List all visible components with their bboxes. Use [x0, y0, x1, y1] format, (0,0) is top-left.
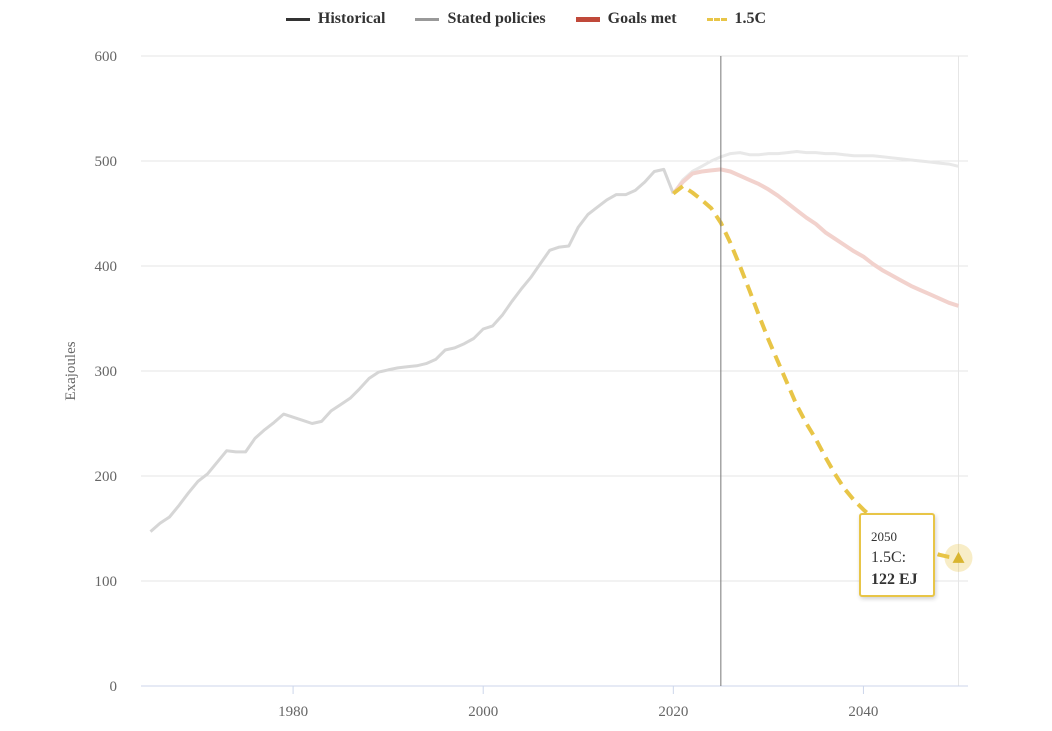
legend-item-1-5c[interactable]: 1.5C: [706, 10, 767, 28]
legend-swatch-historical: [285, 17, 310, 21]
markers: [720, 56, 973, 686]
x-tick-1980: 1980: [278, 704, 308, 720]
legend-item-historical[interactable]: Historical: [285, 10, 386, 28]
hover-point-triangle[interactable]: [952, 551, 965, 563]
x-tick-labels: 1980 2000 2020 2040: [278, 686, 878, 720]
legend-item-stated-policies[interactable]: Stated policies: [415, 10, 546, 28]
legend-swatch-goals-met: [575, 16, 600, 22]
legend-label-1-5c: 1.5C: [734, 10, 767, 27]
x-tick-2040: 2040: [848, 704, 878, 720]
y-tick-400: 400: [95, 259, 118, 275]
tooltip-value: 122 EJ: [871, 571, 918, 588]
series-line-stated-policies[interactable]: [672, 150, 959, 195]
y-tick-0: 0: [110, 679, 118, 695]
legend: Historical Stated policies Goals met 1.5…: [0, 10, 1052, 28]
tooltip-series: 1.5C:: [871, 549, 907, 566]
tooltip-year: 2050: [871, 529, 897, 544]
y-tick-100: 100: [95, 574, 118, 590]
grid: [141, 55, 968, 687]
y-axis-title: Exajoules: [63, 341, 79, 400]
y-tick-500: 500: [95, 154, 118, 170]
y-tick-300: 300: [95, 364, 118, 380]
y-tick-200: 200: [95, 469, 118, 485]
series-line-historical[interactable]: [149, 167, 675, 533]
legend-label-stated-policies: Stated policies: [447, 10, 546, 27]
legend-swatch-1-5c: [706, 17, 727, 21]
legend-label-historical: Historical: [317, 10, 386, 27]
series-line-goals-met[interactable]: [671, 167, 960, 308]
series-line-1-5c[interactable]: [672, 184, 959, 560]
series-lines: [149, 150, 960, 560]
y-tick-600: 600: [95, 49, 118, 65]
x-tick-2020: 2020: [658, 704, 688, 720]
x-tick-2000: 2000: [468, 704, 498, 720]
legend-label-goals-met: Goals met: [607, 10, 677, 27]
y-tick-labels: 0 100 200 300 400 500 600: [95, 49, 118, 695]
tooltip: 2050 1.5C: 122 EJ: [859, 513, 935, 597]
legend-item-goals-met[interactable]: Goals met: [575, 10, 677, 28]
legend-swatch-stated-policies: [415, 17, 440, 21]
